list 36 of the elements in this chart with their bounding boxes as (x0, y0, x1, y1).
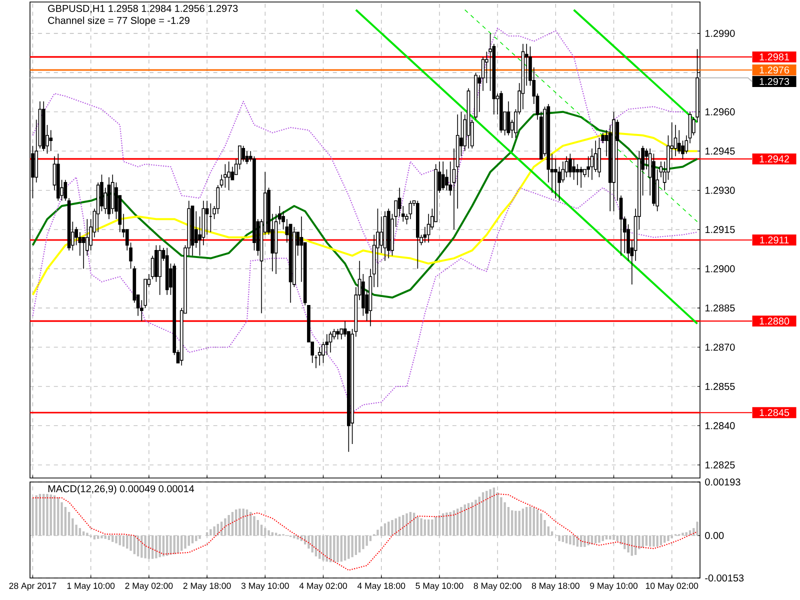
chart-title: MACD(12,26,9) 0.00049 0.00014 (48, 484, 194, 494)
x-tick-label: 8 May 02:00 (474, 582, 522, 591)
y-tick-label: 1.2960 (705, 108, 735, 116)
ref-line-label: 1.2976 (760, 66, 790, 74)
y-tick-label: 1.2885 (705, 304, 735, 312)
y-tick-label: 1.2855 (705, 382, 735, 390)
x-tick-label: 5 May 10:00 (416, 582, 464, 591)
y-tick-label: 0.00 (705, 532, 724, 540)
y-tick-label: 1.2990 (705, 30, 735, 37)
ref-line-label: 1.2942 (760, 155, 790, 162)
x-tick-label: 2 May 02:00 (125, 582, 173, 591)
y-tick-label: 1.2870 (705, 344, 735, 351)
y-tick-label: 1.2945 (705, 148, 735, 155)
y-tick-label: 1.2840 (705, 422, 735, 430)
x-tick-label: 9 May 10:00 (590, 582, 638, 591)
y-tick-label: 0.00193 (705, 478, 740, 486)
y-tick-label: 1.2930 (705, 186, 735, 194)
x-tick-label: 3 May 10:00 (241, 582, 289, 591)
x-tick-label: 4 May 18:00 (357, 582, 406, 591)
x-tick-label: 4 May 02:00 (299, 582, 348, 591)
y-tick-label: -0.00153 (705, 574, 744, 582)
x-tick-label: 8 May 18:00 (532, 582, 580, 591)
ref-line-label: 1.2981 (760, 53, 790, 60)
x-tick-label: 1 May 10:00 (67, 582, 115, 591)
y-tick-label: 1.2915 (705, 226, 735, 234)
chart-title: GBPUSD,H1 1.2958 1.2984 1.2956 1.2973 (48, 4, 238, 14)
ref-line-label: 1.2845 (760, 409, 790, 416)
x-tick-label: 28 Apr 2017 (9, 582, 56, 591)
ref-line-label: 1.2973 (760, 78, 790, 86)
ref-line-label: 1.2880 (760, 318, 790, 325)
x-tick-label: 2 May 18:00 (183, 582, 231, 591)
text: Channel size = 77 Slope = -1.29 (48, 16, 190, 26)
y-tick-label: 1.2825 (705, 461, 735, 468)
ref-line-label: 1.2911 (760, 236, 789, 244)
x-tick-label: 10 May 02:00 (646, 582, 698, 591)
y-tick-label: 1.2900 (705, 265, 735, 272)
